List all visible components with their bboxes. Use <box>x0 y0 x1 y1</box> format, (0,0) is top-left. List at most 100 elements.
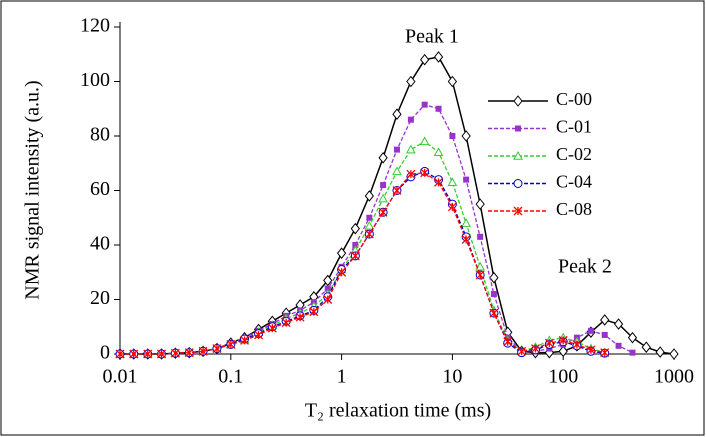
marker <box>364 220 375 230</box>
marker <box>601 331 608 338</box>
y-tick-label: 60 <box>90 178 110 200</box>
y-tick-label: 100 <box>80 69 110 91</box>
marker <box>115 349 125 359</box>
x-tick-label: 0.01 <box>103 366 138 388</box>
marker <box>157 349 166 359</box>
marker <box>323 274 333 287</box>
marker <box>615 342 622 349</box>
marker <box>475 270 485 280</box>
marker <box>406 75 416 88</box>
marker <box>489 308 499 318</box>
marker <box>392 108 402 121</box>
legend-label: C-02 <box>556 144 592 164</box>
legend-label: C-04 <box>556 172 592 192</box>
marker <box>212 344 222 354</box>
marker <box>240 335 249 345</box>
y-tick-label: 0 <box>100 342 110 364</box>
marker <box>641 341 651 353</box>
marker <box>364 190 374 202</box>
marker <box>281 318 291 328</box>
marker <box>143 349 153 359</box>
marker <box>489 271 499 284</box>
marker <box>475 198 485 210</box>
marker <box>461 130 471 142</box>
marker <box>336 247 347 259</box>
marker <box>254 330 264 340</box>
marker <box>461 218 471 227</box>
marker <box>447 177 458 187</box>
marker <box>420 53 430 66</box>
marker <box>393 146 400 153</box>
marker <box>558 335 568 345</box>
legend-marker <box>513 179 523 188</box>
annotation: Peak 1 <box>405 26 459 48</box>
legend-marker <box>513 150 523 160</box>
marker <box>669 348 679 360</box>
marker <box>421 101 428 108</box>
marker <box>447 75 458 88</box>
marker <box>434 177 444 187</box>
marker <box>267 323 277 333</box>
x-tick-label: 1000 <box>654 366 694 388</box>
marker <box>629 349 636 356</box>
legend-label: C-08 <box>556 199 592 219</box>
y-tick-label: 20 <box>90 287 110 309</box>
marker <box>490 291 497 298</box>
x-tick-label: 10 <box>442 366 462 388</box>
legend-marker <box>513 95 523 107</box>
marker <box>587 327 594 334</box>
marker <box>350 251 360 261</box>
y-tick-label: 80 <box>90 124 110 146</box>
legend-label: C-00 <box>556 89 592 109</box>
marker <box>380 182 387 189</box>
marker <box>627 331 638 344</box>
marker <box>531 344 540 354</box>
marker <box>558 345 568 358</box>
marker <box>447 202 457 212</box>
y-tick-label: 120 <box>80 15 110 37</box>
x-axis-label: T₂ relaxation time (ms) <box>305 400 491 422</box>
y-tick-label: 40 <box>90 233 110 255</box>
marker <box>323 295 333 304</box>
marker <box>420 168 430 178</box>
x-tick-label: 1 <box>337 366 347 388</box>
marker <box>226 340 236 349</box>
marker <box>477 233 484 240</box>
marker <box>517 346 527 356</box>
marker <box>295 312 305 322</box>
marker <box>378 151 388 164</box>
legend-marker <box>513 206 523 216</box>
marker <box>655 346 665 358</box>
marker <box>600 348 610 358</box>
marker <box>309 307 319 317</box>
marker <box>586 345 596 355</box>
marker <box>170 348 180 358</box>
marker <box>461 235 471 245</box>
marker <box>378 193 388 203</box>
marker <box>198 346 208 356</box>
marker <box>364 229 374 239</box>
x-tick-label: 100 <box>548 366 578 388</box>
marker <box>433 147 444 157</box>
marker <box>378 207 388 217</box>
marker <box>366 214 373 221</box>
marker <box>350 222 360 235</box>
marker <box>449 133 456 139</box>
marker <box>392 186 402 195</box>
y-axis-label: NMR signal intensity (a.u.) <box>22 80 44 299</box>
marker <box>433 51 444 63</box>
marker <box>184 348 194 358</box>
marker <box>419 136 430 146</box>
marker <box>503 337 513 347</box>
annotation: Peak 2 <box>558 256 612 278</box>
marker <box>406 169 416 179</box>
marker <box>129 349 139 359</box>
marker <box>392 166 402 176</box>
marker <box>613 318 624 330</box>
marker <box>600 314 610 326</box>
series-line <box>120 172 605 355</box>
marker <box>407 116 414 123</box>
marker <box>572 340 582 349</box>
